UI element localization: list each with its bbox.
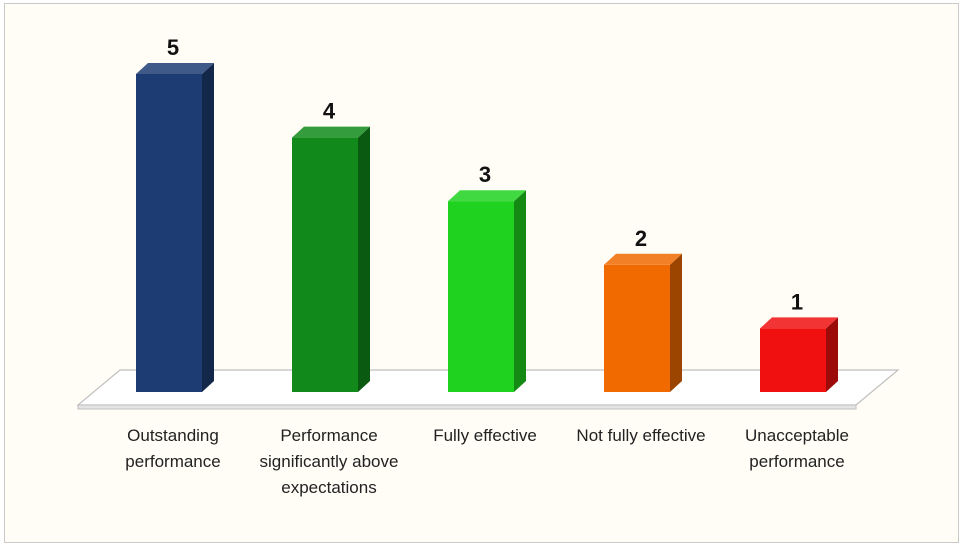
data-label: 3: [479, 162, 491, 187]
bar-side-face: [826, 317, 838, 392]
bar-1: [136, 63, 214, 392]
data-label: 1: [791, 289, 803, 314]
bar-front-face: [604, 264, 670, 392]
bar-5: [760, 317, 838, 392]
x-tick-label: Not fully effective: [576, 426, 706, 445]
chart-floor-edge: [77, 404, 857, 410]
bar-top-face: [760, 317, 838, 329]
bar-front-face: [760, 328, 826, 392]
bar-front-face: [292, 137, 358, 392]
bar-top-face: [448, 190, 526, 202]
x-tick-label: Performance significantly above expectat…: [259, 426, 399, 497]
x-tick-label: Fully effective: [433, 426, 537, 445]
data-label: 4: [323, 99, 336, 124]
bar-top-face: [292, 126, 370, 138]
x-tick-label: Outstanding performance: [125, 426, 221, 471]
data-label: 5: [167, 35, 179, 60]
bar-4: [604, 253, 682, 392]
bar-front-face: [448, 201, 514, 392]
data-label: 2: [635, 226, 647, 251]
bar-3: [448, 190, 526, 392]
bar-side-face: [670, 253, 682, 392]
bar-top-face: [136, 63, 214, 74]
bar-side-face: [358, 126, 370, 392]
bar-2: [292, 126, 370, 392]
bar-top-face: [604, 253, 682, 265]
x-tick-label: Unacceptable performance: [745, 426, 849, 471]
bar-front-face: [136, 74, 202, 392]
bar-side-face: [202, 63, 214, 392]
bar-side-face: [514, 190, 526, 392]
